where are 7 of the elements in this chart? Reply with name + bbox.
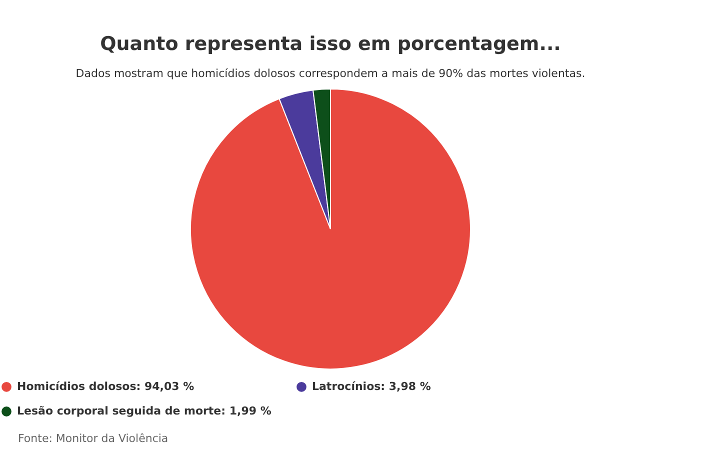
legend-label: Latrocínios: 3,98 % — [312, 380, 431, 393]
pie-slice — [190, 88, 471, 370]
chart-title: Quanto representa isso em porcentagem... — [100, 33, 561, 55]
legend-label: Lesão corporal seguida de morte: 1,99 % — [17, 404, 272, 418]
source-note: Fonte: Monitor da Violência — [18, 432, 168, 445]
chart-subtitle: Dados mostram que homicídios dolosos correspondem a mais de 90% das mortes violentas. — [76, 67, 586, 80]
legend-label: Homicídios dolosos: 94,03 % — [17, 380, 194, 393]
